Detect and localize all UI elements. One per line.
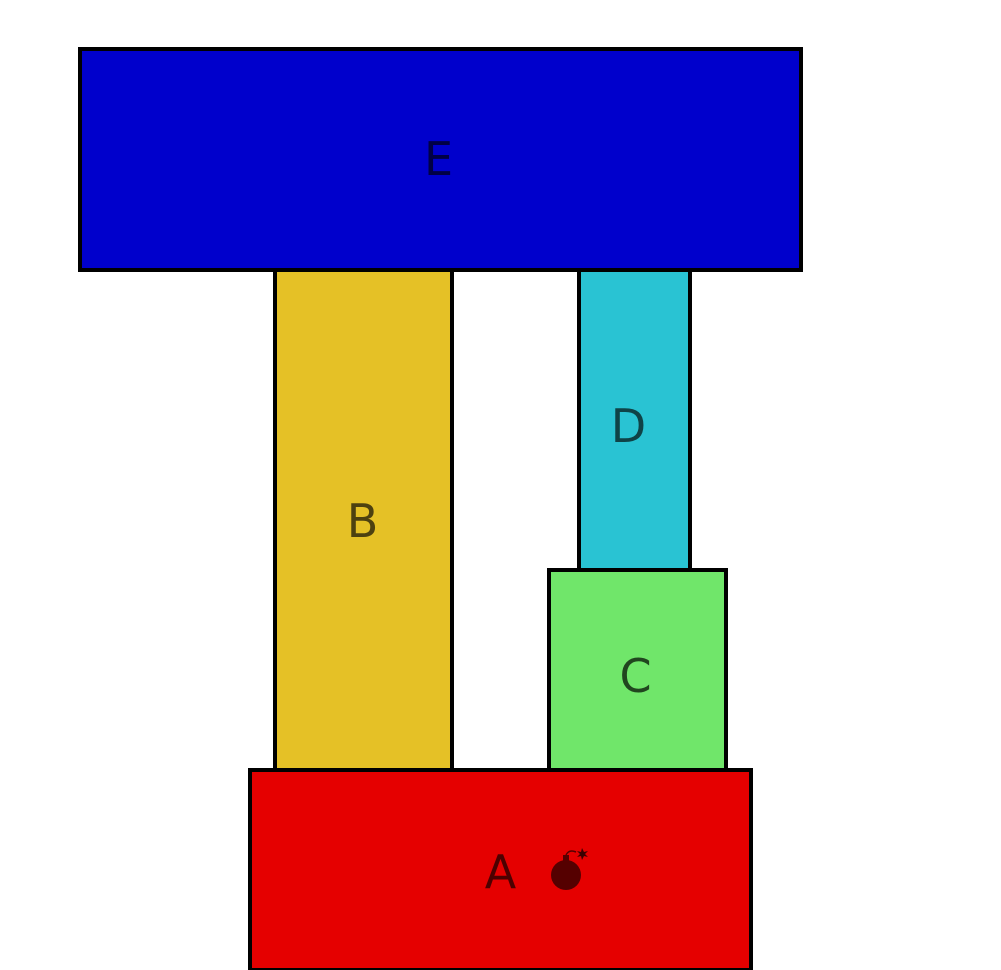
block-e-label: E: [423, 131, 454, 186]
block-b[interactable]: B: [273, 268, 454, 774]
block-a-label: A: [484, 845, 517, 899]
block-b-label: B: [346, 494, 379, 548]
block-c-label: C: [619, 649, 652, 703]
block-a[interactable]: A: [248, 768, 753, 970]
block-c[interactable]: C: [547, 568, 728, 774]
block-d-label: D: [610, 399, 647, 453]
block-d[interactable]: D: [577, 268, 692, 574]
block-e[interactable]: E: [78, 47, 803, 272]
bomb-icon: [551, 848, 588, 890]
